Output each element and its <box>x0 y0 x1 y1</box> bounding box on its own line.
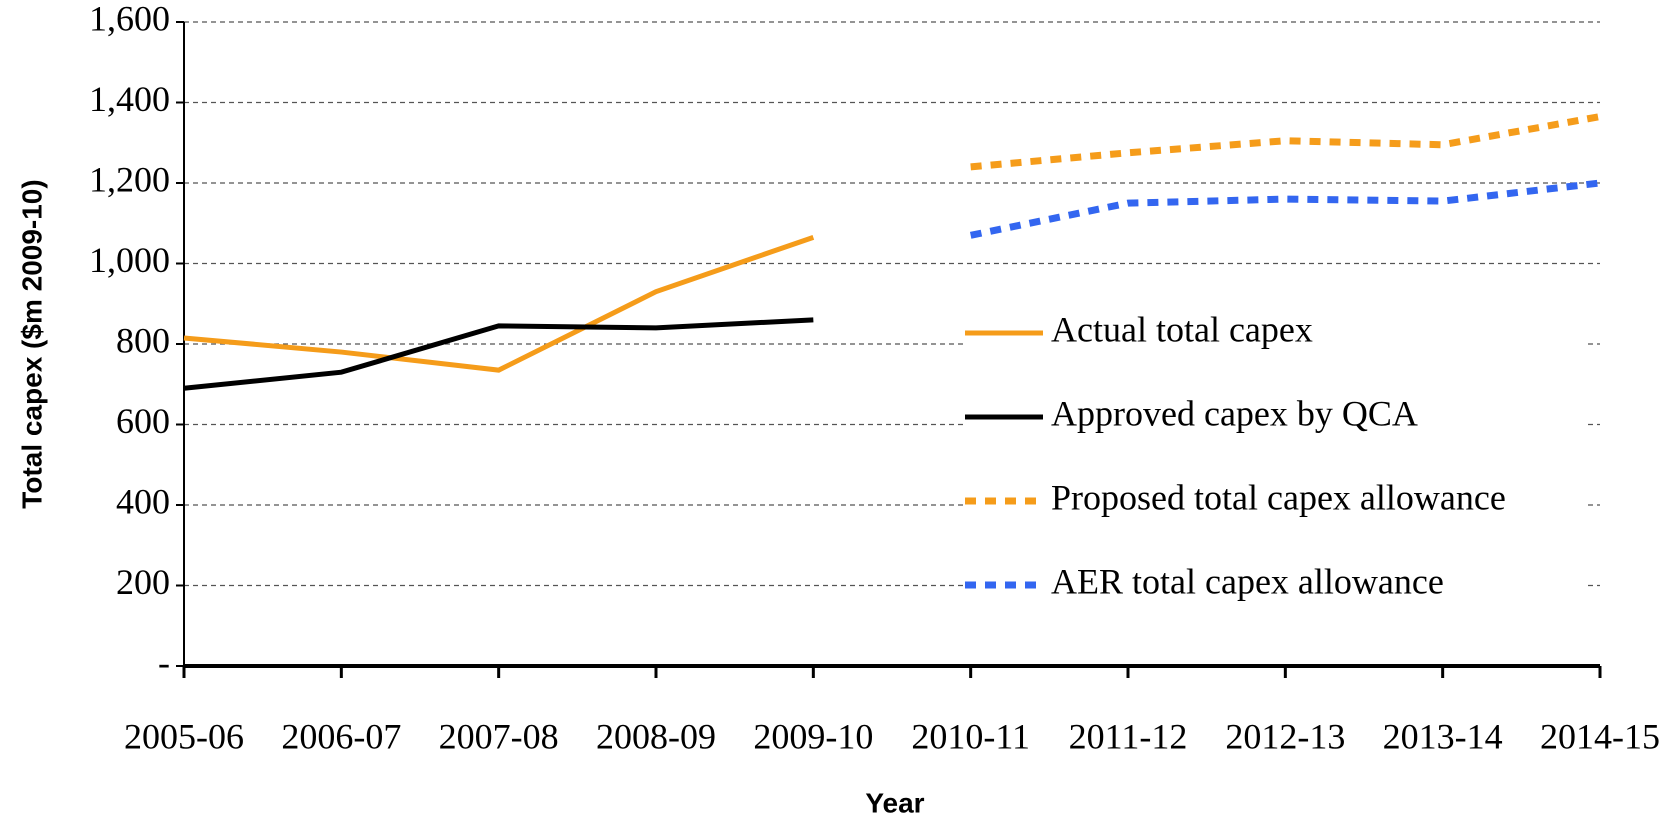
x-tick-label: 2011-12 <box>1069 716 1188 756</box>
y-tick-label: - <box>158 642 170 682</box>
x-tick-label: 2013-14 <box>1383 716 1503 756</box>
y-tick-label: 1,200 <box>89 159 170 199</box>
y-axis-title: Total capex ($m 2009-10) <box>16 179 47 508</box>
y-tick-label: 200 <box>116 562 170 602</box>
x-tick-label: 2006-07 <box>281 716 401 756</box>
y-tick-label: 600 <box>116 401 170 441</box>
y-tick-label: 1,600 <box>89 0 170 38</box>
series-line <box>969 179 1601 239</box>
x-tick-label: 2007-08 <box>439 716 559 756</box>
x-axis-title: Year <box>865 787 924 818</box>
x-tick-label: 2005-06 <box>124 716 244 756</box>
legend-label: Approved capex by QCA <box>1051 393 1418 433</box>
x-tick-label: 2012-13 <box>1225 716 1345 756</box>
y-tick-label: 400 <box>116 481 170 521</box>
series-line <box>183 234 815 373</box>
legend-label: Proposed total capex allowance <box>1051 477 1506 517</box>
x-tick-label: 2009-10 <box>753 716 873 756</box>
y-tick-label: 1,000 <box>89 240 170 280</box>
y-tick-label: 1,400 <box>89 79 170 119</box>
legend-box <box>965 295 1585 631</box>
y-tick-label: 800 <box>116 320 170 360</box>
legend-label: Actual total capex <box>1051 309 1313 349</box>
x-tick-label: 2008-09 <box>596 716 716 756</box>
series-line <box>970 113 1601 171</box>
x-tick-label: 2014-15 <box>1540 716 1660 756</box>
x-tick-label: 2010-11 <box>911 716 1030 756</box>
series-line <box>183 317 814 391</box>
legend-label: AER total capex allowance <box>1051 561 1444 601</box>
